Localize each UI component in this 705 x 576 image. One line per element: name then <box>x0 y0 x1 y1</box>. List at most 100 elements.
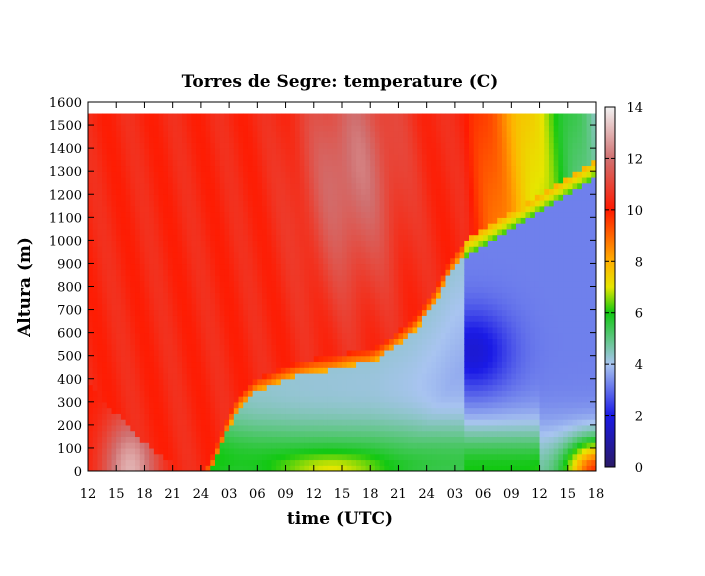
heatmap-cell <box>356 125 362 132</box>
heatmap-cell <box>454 419 461 426</box>
heatmap-cell <box>210 176 216 184</box>
heatmap-cell <box>440 303 447 311</box>
heatmap-cell <box>374 228 381 236</box>
heatmap-cell <box>120 298 127 305</box>
heatmap-cell <box>374 430 381 438</box>
heatmap-cell <box>360 407 367 414</box>
heatmap-cell <box>356 401 362 409</box>
heatmap-cell <box>88 251 94 259</box>
heatmap-cell <box>412 234 418 241</box>
heatmap-cell <box>186 240 193 247</box>
heatmap-cell <box>163 407 169 414</box>
heatmap-cell <box>370 113 376 120</box>
heatmap-cell <box>440 113 447 120</box>
heatmap-cell <box>158 113 164 120</box>
heatmap-cell <box>346 142 352 149</box>
heatmap-cell <box>215 326 221 334</box>
heatmap-cell <box>440 251 447 259</box>
heatmap-cell <box>163 240 169 247</box>
heatmap-cell <box>389 240 395 247</box>
heatmap-cell <box>186 401 193 409</box>
heatmap-cell <box>393 419 400 426</box>
heatmap-cell <box>318 176 324 184</box>
heatmap-cell <box>186 217 193 224</box>
heatmap-cell <box>407 401 414 409</box>
heatmap-cell <box>454 315 461 322</box>
heatmap-cell <box>219 303 225 311</box>
heatmap-cell <box>304 344 310 351</box>
heatmap-cell <box>167 447 174 455</box>
heatmap-cell <box>276 361 282 368</box>
heatmap-cell <box>243 361 249 368</box>
heatmap-cell <box>389 344 395 351</box>
heatmap-cell <box>356 228 362 236</box>
heatmap-cell <box>266 234 273 241</box>
heatmap-cell <box>106 274 113 282</box>
heatmap-cell <box>247 442 254 449</box>
heatmap-cell <box>158 424 164 432</box>
heatmap-cell <box>431 321 437 328</box>
heatmap-cell <box>135 396 141 403</box>
heatmap-cell <box>421 384 428 391</box>
heatmap-cell <box>356 269 362 276</box>
heatmap-cell <box>426 430 432 438</box>
heatmap-cell <box>304 315 310 322</box>
heatmap-cell <box>285 136 291 143</box>
heatmap-cell <box>172 298 178 305</box>
heatmap-cell <box>276 200 282 207</box>
heatmap-cell <box>370 424 376 432</box>
heatmap-cell <box>257 113 263 120</box>
heatmap-cell <box>191 447 197 455</box>
heatmap-cell <box>243 396 249 403</box>
heatmap-cell <box>445 401 451 409</box>
heatmap-cell <box>379 384 385 391</box>
heatmap-cell <box>196 321 202 328</box>
heatmap-cell <box>389 142 395 149</box>
heatmap-cell <box>379 205 385 213</box>
heatmap-cell <box>389 430 395 438</box>
heatmap-cell <box>182 372 188 380</box>
heatmap-cell <box>426 269 432 276</box>
heatmap-cell <box>379 246 385 253</box>
heatmap-cell <box>271 367 277 374</box>
heatmap-cell <box>304 349 310 357</box>
heatmap-cell <box>299 349 305 357</box>
heatmap-cell <box>139 269 146 276</box>
heatmap-cell <box>398 136 404 143</box>
heatmap-cell <box>346 223 352 230</box>
heatmap-cell <box>266 465 273 471</box>
heatmap-cell <box>276 113 282 120</box>
heatmap-cell <box>167 465 174 471</box>
heatmap-cell <box>233 447 240 455</box>
heatmap-cell <box>346 332 352 339</box>
heatmap-cell <box>266 251 273 259</box>
heatmap-cell <box>233 309 240 316</box>
heatmap-cell <box>384 240 390 247</box>
heatmap-cell <box>346 419 352 426</box>
heatmap-cell <box>389 200 395 207</box>
heatmap-cell <box>398 372 404 380</box>
heatmap-cell <box>247 407 254 414</box>
heatmap-cell <box>332 159 338 167</box>
heatmap-cell <box>285 430 291 438</box>
heatmap-cell <box>464 419 470 426</box>
heatmap-cell <box>327 165 334 172</box>
heatmap-cell <box>454 378 461 386</box>
heatmap-cell <box>252 142 258 149</box>
heatmap-cell <box>445 413 451 420</box>
heatmap-cell <box>332 459 338 466</box>
heatmap-cell <box>219 372 225 380</box>
heatmap-cell <box>262 321 268 328</box>
heatmap-cell <box>224 142 230 149</box>
heatmap-cell <box>299 424 305 432</box>
heatmap-cell <box>252 361 258 368</box>
heatmap-cell <box>290 390 296 397</box>
heatmap-cell <box>139 240 146 247</box>
heatmap-cell <box>389 459 395 466</box>
heatmap-cell <box>229 153 235 161</box>
heatmap-cell <box>111 280 117 288</box>
heatmap-cell <box>332 407 338 414</box>
heatmap-cell <box>370 246 376 253</box>
heatmap-cell <box>393 401 400 409</box>
heatmap-cell <box>219 338 225 345</box>
